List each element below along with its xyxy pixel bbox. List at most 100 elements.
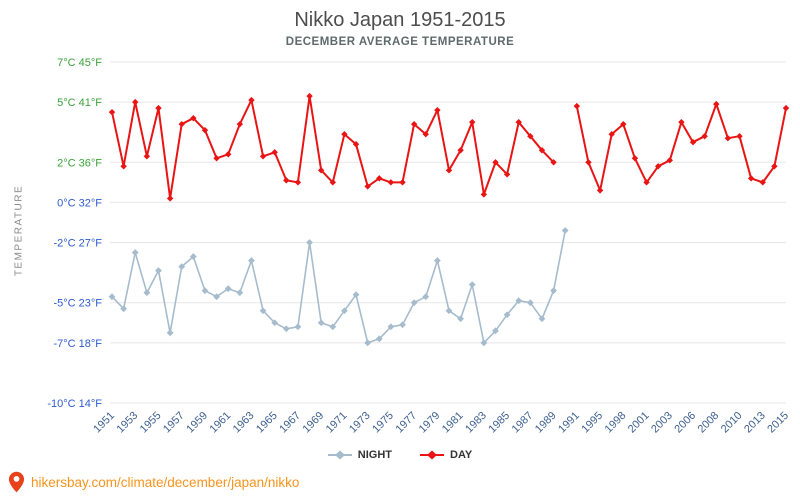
night-data-point[interactable] [282,325,290,333]
night-data-point[interactable] [457,315,465,323]
day-data-point[interactable] [376,175,383,182]
night-data-point[interactable] [236,289,244,297]
day-data-point[interactable] [527,133,534,140]
night-data-point[interactable] [189,253,197,260]
day-data-point[interactable] [399,179,406,186]
night-data-point[interactable] [492,327,499,335]
night-data-point[interactable] [561,227,569,234]
day-data-point[interactable] [666,157,673,164]
day-data-point[interactable] [387,179,395,186]
day-data-point[interactable] [155,104,162,112]
day-data-point[interactable] [678,118,685,126]
day-data-point[interactable] [120,163,127,170]
legend-item-night[interactable]: NIGHT [327,449,392,461]
day-data-point[interactable] [736,133,743,140]
day-data-point[interactable] [701,133,708,140]
night-data-point[interactable] [399,321,406,329]
day-data-point[interactable] [445,167,453,174]
night-data-point[interactable] [433,257,441,264]
day-data-point[interactable] [608,131,615,138]
day-data-point[interactable] [294,179,302,186]
day-data-point[interactable] [201,127,209,134]
footer-link[interactable]: hikersbay.com/climate/december/japan/nik… [31,474,300,490]
day-data-point[interactable] [108,108,116,116]
day-data-point[interactable] [654,163,662,170]
night-data-point[interactable] [201,287,209,295]
day-data-point[interactable] [317,167,325,174]
night-data-point[interactable] [178,263,186,270]
day-data-point[interactable] [236,120,244,128]
night-data-point[interactable] [422,293,430,301]
day-data-point[interactable] [422,131,429,138]
day-data-point[interactable] [306,92,313,100]
night-data-point[interactable] [375,335,383,343]
day-data-point[interactable] [538,147,546,154]
night-data-point[interactable] [294,323,302,331]
night-data-point[interactable] [329,323,337,331]
day-data-point[interactable] [166,195,174,202]
night-series-line[interactable] [111,230,566,344]
night-data-point[interactable] [526,299,534,307]
night-data-point[interactable] [515,297,523,305]
day-data-point[interactable] [329,179,336,186]
night-data-point[interactable] [155,267,162,275]
day-data-point[interactable] [341,131,348,138]
night-data-point[interactable] [120,305,128,313]
night-data-point[interactable] [271,319,279,327]
day-data-point[interactable] [480,191,488,198]
night-data-point[interactable] [248,257,255,264]
day-data-point[interactable] [759,179,766,186]
day-data-point[interactable] [271,149,278,156]
day-data-point[interactable] [689,139,697,146]
day-data-point[interactable] [457,147,464,154]
day-data-point[interactable] [620,120,627,128]
day-data-point[interactable] [713,100,720,108]
night-data-point[interactable] [306,239,313,246]
day-data-point[interactable] [410,120,418,128]
night-data-point[interactable] [364,339,372,347]
night-data-point[interactable] [213,293,220,301]
night-data-point[interactable] [445,307,453,315]
day-data-point[interactable] [352,141,360,148]
night-data-point[interactable] [410,299,418,307]
night-data-point[interactable] [550,287,557,295]
night-data-point[interactable] [480,339,488,347]
day-data-point[interactable] [283,177,290,184]
night-data-point[interactable] [352,291,360,299]
night-data-point[interactable] [131,249,139,256]
day-data-point[interactable] [771,163,778,170]
night-data-point[interactable] [538,315,546,323]
day-data-point[interactable] [434,106,441,114]
night-data-point[interactable] [341,307,348,315]
day-data-point[interactable] [643,179,650,186]
day-data-point[interactable] [724,135,732,142]
night-data-point[interactable] [166,329,174,337]
day-data-point[interactable] [573,102,581,110]
night-data-point[interactable] [143,289,151,297]
day-series-line[interactable] [111,95,787,200]
day-data-point[interactable] [213,155,220,162]
night-data-point[interactable] [503,311,511,319]
night-data-point[interactable] [108,293,116,301]
day-data-point[interactable] [503,171,511,178]
day-data-point[interactable] [585,159,592,166]
day-data-point[interactable] [190,114,197,122]
day-data-point[interactable] [469,118,476,126]
day-data-point[interactable] [596,187,604,194]
night-data-point[interactable] [317,319,325,327]
day-data-point[interactable] [364,183,371,190]
day-data-point[interactable] [747,175,755,182]
night-data-point[interactable] [259,307,267,315]
day-data-point[interactable] [782,104,790,112]
day-data-point[interactable] [132,98,139,106]
day-data-point[interactable] [515,118,522,126]
day-data-point[interactable] [259,153,267,160]
day-data-point[interactable] [143,153,151,160]
night-data-point[interactable] [468,281,476,289]
day-data-point[interactable] [492,159,499,166]
legend-item-day[interactable]: DAY [420,449,472,461]
day-data-point[interactable] [248,96,255,104]
day-data-point[interactable] [178,120,185,128]
day-data-point[interactable] [631,155,639,162]
night-data-point[interactable] [224,285,232,293]
